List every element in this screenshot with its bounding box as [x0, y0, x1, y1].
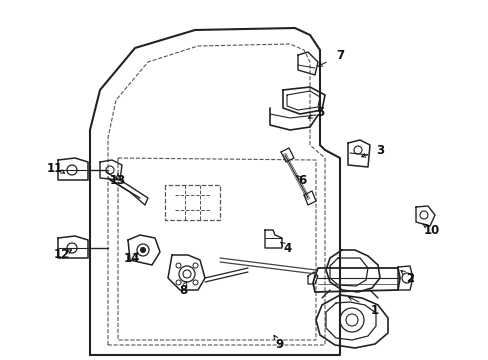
- Text: 12: 12: [54, 248, 70, 261]
- Text: 13: 13: [110, 174, 126, 186]
- Text: 4: 4: [284, 242, 291, 255]
- Text: 1: 1: [370, 303, 378, 316]
- Circle shape: [140, 248, 145, 252]
- Text: 8: 8: [179, 284, 187, 297]
- Text: 9: 9: [275, 338, 284, 351]
- Text: 11: 11: [47, 162, 63, 175]
- Text: 7: 7: [335, 49, 344, 62]
- Text: 3: 3: [375, 144, 383, 157]
- Text: 14: 14: [123, 252, 140, 265]
- Text: 10: 10: [423, 224, 439, 237]
- Text: 6: 6: [297, 174, 305, 186]
- Text: 2: 2: [405, 271, 413, 284]
- Text: 5: 5: [315, 105, 324, 118]
